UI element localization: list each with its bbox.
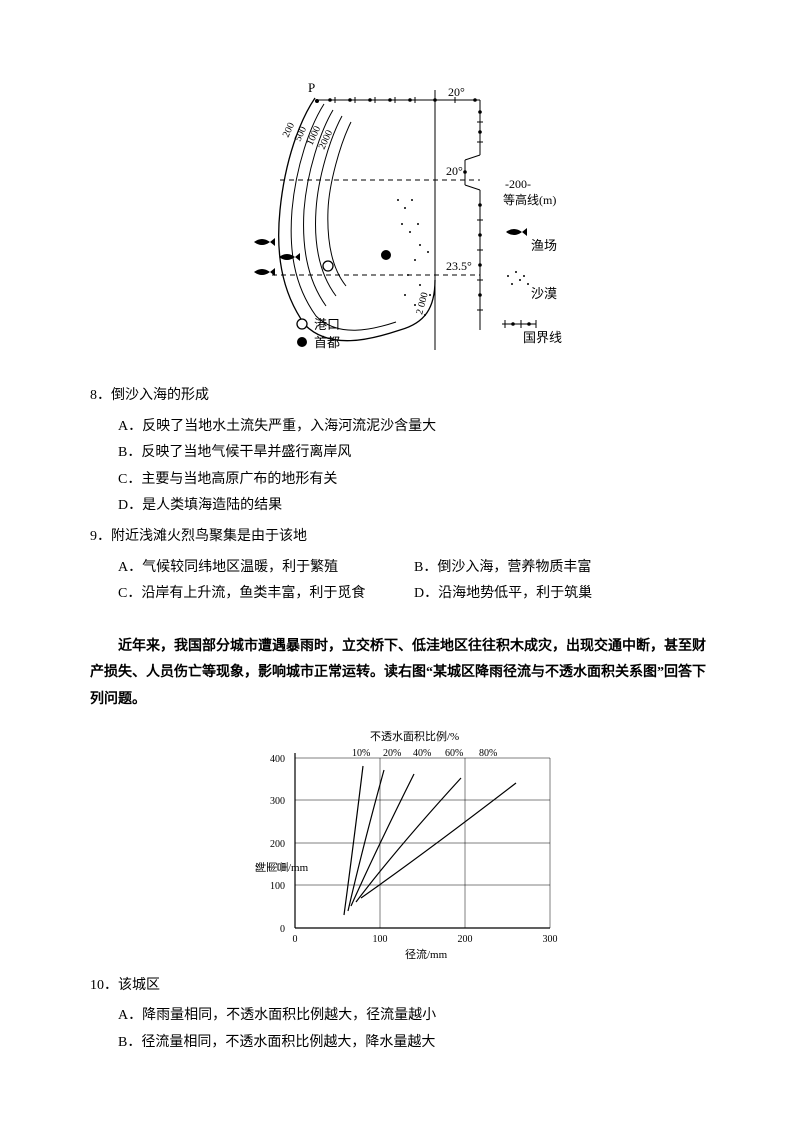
lat-20: 20° (446, 164, 463, 178)
legend-contour: 等高线(m) (503, 192, 556, 207)
q8-stem: 8．倒沙入海的形成 (90, 383, 710, 410)
legend-border: 国界线 (523, 330, 562, 345)
s-60: 60% (445, 748, 463, 759)
q8-opt-b: B．反映了当地气候干旱并盛行离岸风 (118, 440, 710, 467)
s-40: 40% (413, 748, 431, 759)
xtick-100: 100 (373, 934, 388, 945)
fish-icons (254, 238, 300, 276)
lon-label: 20° (448, 85, 465, 99)
passage-text: 近年来，我国部分城市遭遇暴雨时，立交桥下、低洼地区往往积木成灾，出现交通中断，甚… (90, 634, 710, 714)
q9-opt-d: D．沿海地势低平，利于筑巢 (414, 581, 710, 608)
contour-far: 2 000 (414, 291, 430, 316)
p-label: P (308, 80, 315, 95)
xtick-300: 300 (543, 934, 558, 945)
legend-desert: 沙漠 (531, 286, 557, 301)
ytick-300: 300 (270, 796, 285, 807)
q9-opt-c: C．沿岸有上升流，鱼类丰富，利于觅食 (118, 581, 414, 608)
legend-port: 港口 (314, 317, 340, 332)
s-10: 10% (352, 748, 370, 759)
ytick-400: 400 (270, 754, 285, 765)
ytick-100: 100 (270, 881, 285, 892)
q9-opt-a: A．气候较同纬地区温暖，利于繁殖 (118, 555, 414, 582)
xtick-0: 0 (293, 934, 298, 945)
chart-top-title: 不透水面积比例/% (370, 729, 459, 743)
map-figure: 20° 20° 23.5° 200 500 1000 2000 2 000 P (230, 80, 570, 365)
legend-contour-sample: -200- (505, 177, 531, 191)
chart-x-title: 径流/mm (405, 947, 448, 961)
q10-opt-a: A．降雨量相同，不透水面积比例越大，径流量越小 (118, 1003, 710, 1030)
q9-stem: 9．附近浅滩火烈鸟聚集是由于该地 (90, 524, 710, 551)
q10-opt-b: B．径流量相同，不透水面积比例越大，降水量越大 (118, 1030, 710, 1057)
chart-figure: 不透水面积比例/% 0 100 200 300 400 0 100 200 30… (235, 728, 565, 963)
q8-opt-d: D．是人类填海造陆的结果 (118, 493, 710, 520)
s-80: 80% (479, 748, 497, 759)
q9-opt-b: B．倒沙入海，营养物质丰富 (414, 555, 710, 582)
xtick-200: 200 (458, 934, 473, 945)
map-capital-icon (381, 250, 391, 260)
q10-stem: 10．该城区 (90, 973, 710, 1000)
chart-y-title: 降雨量/mm (254, 861, 309, 874)
q8-opt-a: A．反映了当地水土流失严重，入海河流泥沙含量大 (118, 414, 710, 441)
map-port-icon (323, 261, 333, 271)
ytick-0: 0 (280, 924, 285, 935)
legend-fishery: 渔场 (531, 238, 557, 253)
legend-capital: 首都 (314, 335, 340, 350)
ytick-200: 200 (270, 839, 285, 850)
s-20: 20% (383, 748, 401, 759)
q8-opt-c: C．主要与当地高原广布的地形有关 (118, 467, 710, 494)
border-line (318, 97, 483, 330)
lat-23: 23.5° (446, 259, 472, 273)
